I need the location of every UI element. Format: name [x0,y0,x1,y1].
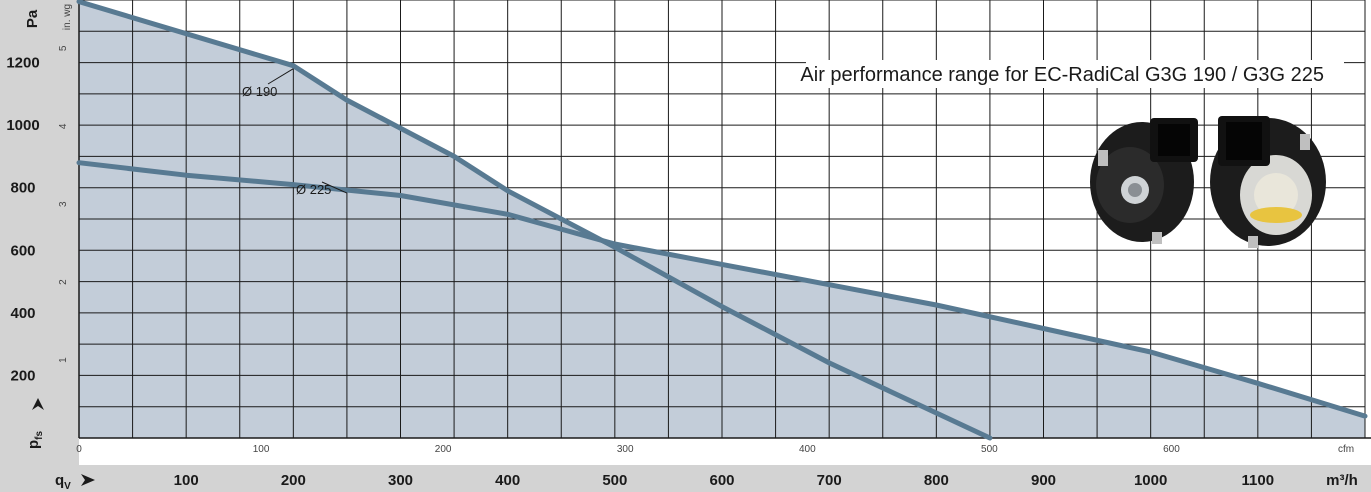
svg-text:pfs: pfs [25,431,45,450]
x-secondary-tick-label: 300 [617,444,634,455]
x-primary-tick-label: 100 [174,472,199,489]
x-primary-tick-label: 700 [817,472,842,489]
x-axis-band [0,465,1371,492]
x-primary-tick-label: 1100 [1242,472,1275,489]
series-label-190: Ø 190 [242,84,277,99]
y-secondary-tick-label: 4 [58,123,69,129]
series-label-leader [321,181,348,194]
x-axis-symbol-base: q [55,472,64,489]
x-secondary-tick-label: 400 [799,444,816,455]
series-line-190 [76,0,993,441]
x-primary-unit: m³/h [1326,472,1358,489]
y-secondary-unit: in. wg [62,4,73,30]
y-primary-unit: Pa [24,9,41,28]
x-axis-symbol-sub: V [64,481,71,492]
x-secondary-tick-label: 600 [1163,444,1180,455]
y-primary-tick-label: 200 [10,367,35,384]
blower-225-image [1210,116,1326,248]
series-lines: Ø 190 Ø 225 [76,0,1368,441]
x-primary-tick-label: 800 [924,472,949,489]
y-secondary-tick-label: 5 [58,45,69,51]
x-primary-tick-label: 500 [602,472,627,489]
x-primary-tick-label: 300 [388,472,413,489]
x-secondary-tick-label: 500 [981,444,998,455]
x-primary-tick-label: 600 [709,472,734,489]
y-primary-tick-label: 600 [10,242,35,259]
y-axis-band [0,0,79,492]
x-primary-tick-label: 900 [1031,472,1056,489]
x-axis-arrow-icon [81,474,95,486]
x-axis-symbol: qV [55,472,71,492]
blower-190-image [1090,118,1198,244]
y-axis-symbol: pfs [25,431,45,450]
grid [78,0,1371,439]
title-background [806,60,1344,88]
chart-title: Air performance range for EC-RadiCal G3G… [800,64,1324,86]
y-primary-tick-label: 1200 [6,55,39,72]
x-secondary-tick-label: 200 [435,444,452,455]
x-secondary-tick-label: 0 [76,444,82,455]
y-axis-arrow-icon [32,398,44,410]
x-primary-tick-label: 400 [495,472,520,489]
y-primary-tick-label: 1000 [6,117,39,134]
y-secondary-tick-label: 3 [58,201,69,207]
series-label-225: Ø 225 [296,182,331,197]
x-primary-tick-label: 1000 [1134,472,1167,489]
y-axis-symbol-base: p [25,440,42,449]
y-secondary-tick-label: 2 [58,279,69,285]
x-primary-tick-label: 200 [281,472,306,489]
y-axis-symbol-sub: fs [34,431,45,440]
x-secondary-unit: cfm [1338,444,1354,455]
x-secondary-tick-label: 100 [253,444,270,455]
y-secondary-tick-label: 1 [58,357,69,363]
y-primary-tick-label: 400 [10,305,35,322]
series-line-225 [76,160,1368,419]
series-label-leader [267,68,294,85]
y-primary-tick-label: 800 [10,180,35,197]
